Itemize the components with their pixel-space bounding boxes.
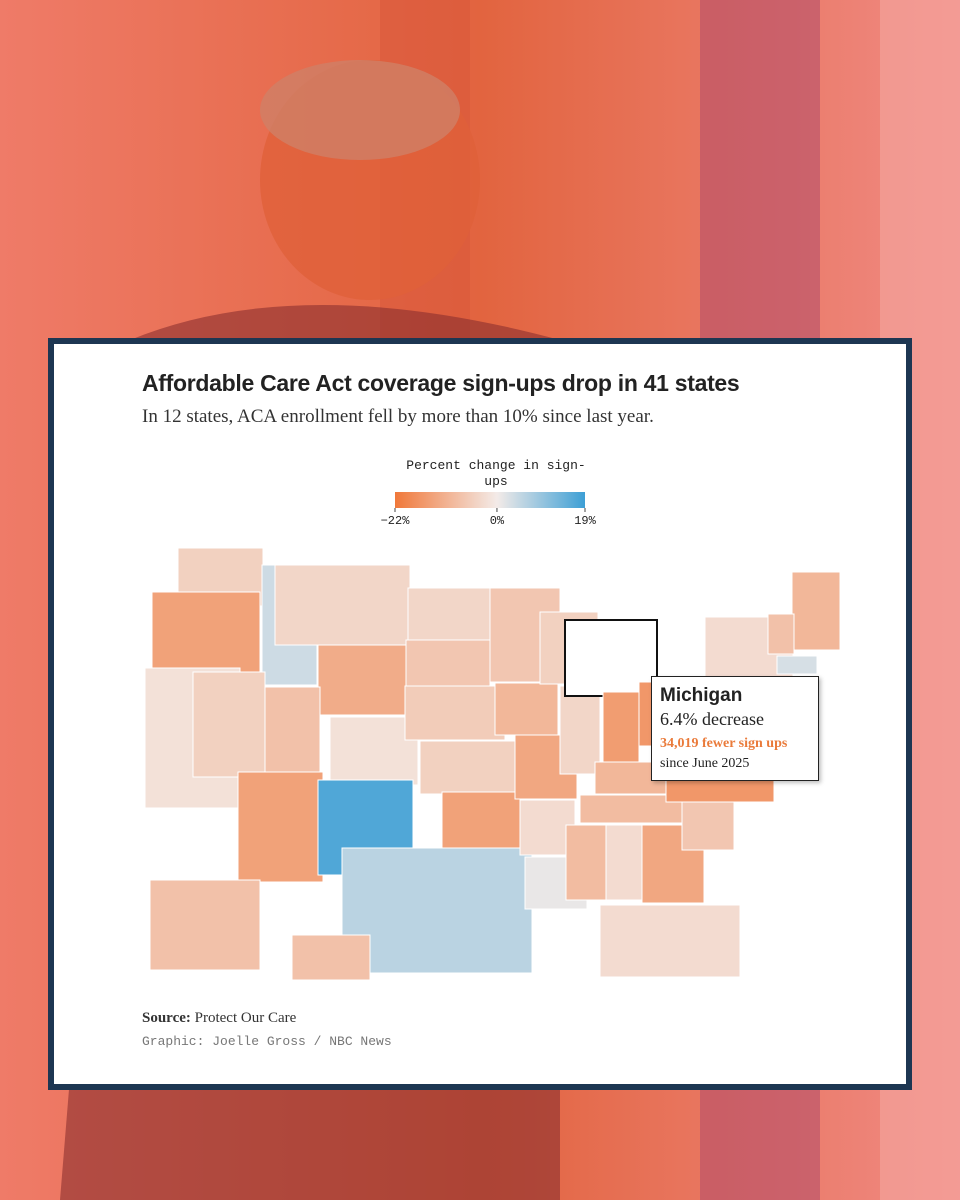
state (192, 671, 266, 778)
tooltip-change: 6.4% decrease (660, 709, 764, 729)
tooltip-count: 34,019 fewer sign ups (660, 736, 788, 751)
state (237, 771, 324, 883)
state (791, 571, 841, 651)
chart-subtitle: In 12 states, ACA enrollment fell by mor… (142, 406, 654, 427)
legend-tick-label: 19% (574, 514, 596, 528)
state (776, 655, 818, 675)
state (767, 613, 795, 655)
chart-title: Affordable Care Act coverage sign-ups dr… (142, 370, 740, 396)
state (264, 686, 321, 773)
legend-title: Percent change in sign-ups (406, 458, 586, 489)
state (681, 801, 735, 851)
legend-tick-label: 0% (490, 514, 505, 528)
state (149, 879, 261, 971)
legend-tick-label: −22% (381, 514, 411, 528)
state (329, 716, 419, 786)
state (404, 685, 506, 741)
state (274, 564, 411, 646)
chart-card: Affordable Care Act coverage sign-ups dr… (48, 338, 912, 1090)
state (317, 644, 407, 716)
state (564, 619, 658, 697)
state (559, 685, 601, 775)
tooltip: Michigan 6.4% decrease 34,019 fewer sign… (651, 676, 819, 781)
state (151, 591, 261, 673)
credit: Graphic: Joelle Gross / NBC News (142, 1034, 392, 1049)
state (565, 824, 607, 901)
source-text: Protect Our Care (194, 1010, 297, 1026)
state (599, 904, 741, 978)
state (419, 740, 521, 795)
source: Source: Protect Our Care (142, 1010, 296, 1027)
state (605, 824, 649, 901)
state (291, 934, 371, 981)
source-label: Source: (142, 1010, 191, 1026)
tooltip-name: Michigan (660, 685, 743, 706)
legend-bar (395, 492, 585, 508)
state (407, 587, 494, 641)
state (494, 682, 559, 736)
state (665, 777, 775, 803)
tooltip-since: since June 2025 (660, 756, 750, 771)
state (341, 847, 533, 974)
state (602, 691, 640, 771)
